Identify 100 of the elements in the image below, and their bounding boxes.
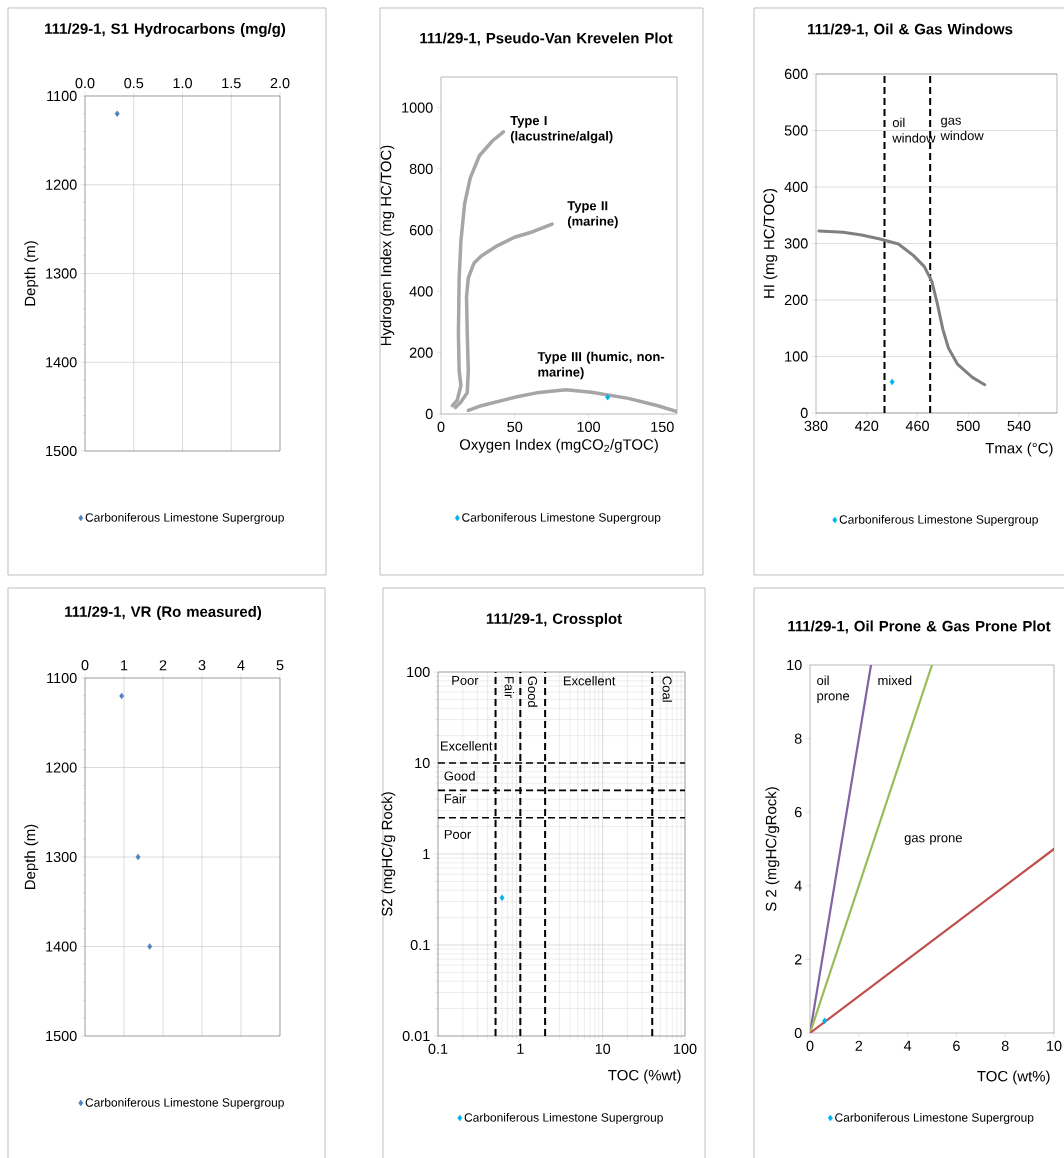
annotation: Coal [662, 676, 673, 702]
y-tick-label: 8 [794, 733, 802, 744]
annotation: oil window [892, 117, 936, 143]
annotation: mixed [878, 675, 912, 686]
annotation: Type II (marine) [567, 201, 618, 229]
y-tick-label: 4 [794, 880, 802, 891]
legend-label: Carboniferous Limestone Supergroup [85, 512, 284, 525]
x-tick-label: 2 [159, 660, 167, 671]
x-tick-label: 100 [577, 421, 600, 432]
chart-title: 111/29-1, Crossplot [486, 613, 622, 627]
y-tick-label: 1400 [46, 357, 77, 368]
y-tick-label: 1000 [402, 102, 433, 113]
chart-title: 111/29-1, S1 Hydrocarbons (mg/g) [45, 22, 286, 37]
y-tick-label: 1200 [46, 762, 77, 773]
x-tick-label: 5 [276, 660, 284, 671]
y-tick-label: 400 [784, 181, 808, 193]
y-tick-label: 1500 [46, 1030, 77, 1042]
y-axis-title: S 2 (mgHC/gRock) [765, 787, 780, 912]
x-tick-label: 380 [804, 420, 828, 431]
y-tick-label: 1500 [46, 445, 77, 457]
x-tick-label: 2.0 [270, 77, 290, 89]
x-tick-label: 8 [1001, 1040, 1009, 1051]
y-tick-label: 1200 [46, 179, 77, 190]
point [119, 692, 125, 700]
legend-label: Carboniferous Limestone Supergroup [464, 1112, 663, 1125]
y-tick-label: 0 [425, 408, 433, 420]
y-axis-title: S2 (mgHC/g Rock) [381, 792, 396, 917]
y-tick-label: 1400 [46, 941, 77, 952]
x-axis-title: TOC (%wt) [608, 1069, 681, 1084]
y-tick-label: 500 [784, 125, 808, 136]
x-tick-label: 1 [517, 1043, 524, 1054]
x-tick-label: 0.0 [75, 77, 95, 89]
line-series [817, 229, 987, 387]
y-tick-label: 200 [784, 294, 808, 306]
annotation: Excellent [563, 675, 616, 686]
line-series [466, 388, 678, 414]
chart-title: 111/29-1, Oil & Gas Windows [808, 23, 1013, 37]
annotation: gas prone [904, 835, 962, 845]
annotation: Fair [504, 677, 515, 699]
y-tick-label: 100 [785, 351, 808, 362]
x-tick-label: 150 [651, 421, 674, 432]
x-tick-label: 460 [905, 420, 929, 431]
y-tick-label: 10 [415, 757, 430, 769]
x-tick-label: 50 [507, 421, 523, 432]
annotation: gas window [940, 117, 984, 141]
annotation: Fair [444, 793, 466, 804]
annotation: Poor [452, 675, 479, 685]
annotation: Good [527, 676, 538, 707]
y-tick-label: 0.01 [402, 1030, 430, 1042]
y-axis-title: HI (mg HC/TOC) [763, 188, 778, 298]
y-tick-label: 600 [784, 68, 808, 80]
x-axis-title: TOC (wt%) [977, 1070, 1050, 1085]
y-tick-label: 0 [800, 407, 808, 419]
legend-label: Carboniferous Limestone Supergroup [462, 512, 661, 525]
x-tick-label: 500 [956, 420, 980, 431]
y-tick-label: 2 [794, 954, 802, 965]
x-tick-label: 6 [953, 1040, 960, 1051]
y-tick-label: 1300 [46, 268, 77, 279]
chart-title: 111/29-1, Pseudo-Van Krevelen Plot [420, 32, 673, 46]
annotation: Poor [444, 829, 471, 839]
x-axis-title: Tmax (°C) [985, 442, 1053, 457]
y-tick-label: 1100 [47, 90, 77, 102]
annotation: Type III (humic, non-marine) [537, 351, 665, 380]
x-tick-label: 1.0 [173, 77, 192, 89]
y-tick-label: 200 [409, 347, 433, 358]
annotation: Type I (lacustrine/algal) [510, 116, 613, 144]
y-axis-title: Hydrogen Index (mg HC/TOC) [380, 145, 395, 346]
x-tick-label: 1.5 [222, 78, 241, 89]
annotation: Excellent [441, 741, 493, 751]
y-tick-label: 0.1 [410, 939, 430, 951]
y-axis-title: Depth (m) [24, 824, 39, 889]
x-tick-label: 0.5 [124, 77, 144, 89]
x-tick-label: 2 [855, 1040, 863, 1051]
y-tick-label: 600 [409, 225, 433, 236]
x-tick-label: 10 [595, 1043, 611, 1054]
x-tick-label: 1 [121, 660, 128, 671]
chart-title: 111/29-1, VR (Ro measured) [65, 606, 262, 620]
y-tick-label: 1100 [47, 672, 77, 684]
x-axis-title: Oxygen Index (mgCO$_{2}$/gTOC) [459, 438, 658, 453]
y-tick-label: 300 [784, 238, 808, 249]
x-tick-label: 4 [903, 1040, 912, 1051]
y-tick-label: 800 [409, 163, 433, 175]
x-tick-label: 100 [674, 1043, 697, 1054]
annotation: Good [444, 771, 475, 781]
legend-label: Carboniferous Limestone Supergroup [835, 1112, 1034, 1125]
x-tick-label: 3 [198, 660, 206, 671]
point [135, 853, 141, 861]
chart-title: 111/29-1, Oil Prone & Gas Prone Plot [788, 620, 1051, 634]
legend-label: Carboniferous Limestone Supergroup [85, 1097, 284, 1110]
x-tick-label: 0 [81, 660, 89, 671]
x-tick-label: 420 [855, 420, 879, 431]
x-tick-label: 4 [237, 660, 245, 671]
y-tick-label: 400 [409, 286, 433, 297]
legend-label: Carboniferous Limestone Supergroup [839, 514, 1038, 527]
x-tick-label: 10 [1047, 1040, 1062, 1051]
x-tick-label: 540 [1007, 420, 1031, 431]
y-tick-label: 6 [794, 807, 802, 818]
y-axis-title: Depth (m) [24, 241, 39, 306]
y-tick-label: 1 [423, 849, 430, 859]
y-tick-label: 1300 [46, 851, 77, 863]
